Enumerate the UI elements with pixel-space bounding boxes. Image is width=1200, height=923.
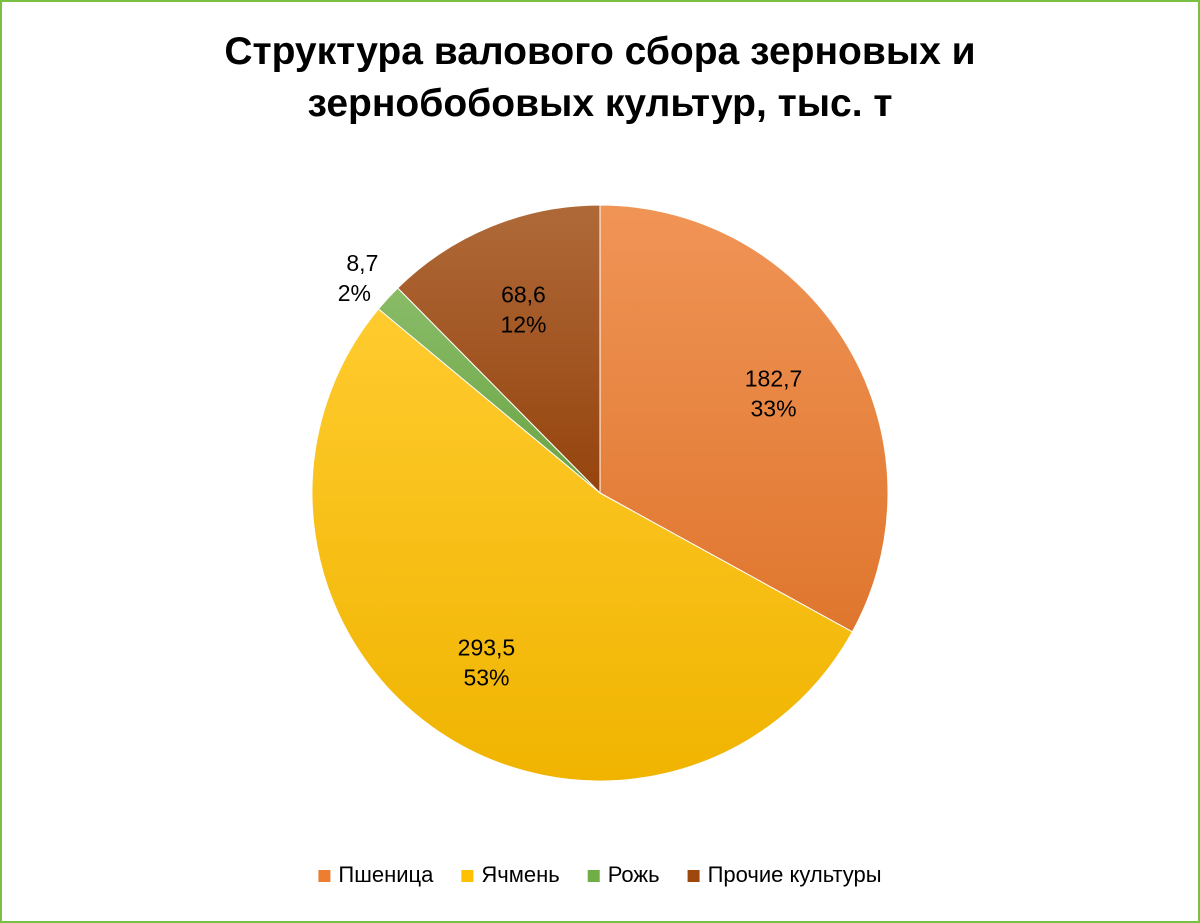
legend-label-2: Рожь (608, 862, 660, 887)
legend-label-0: Пшеница (338, 862, 434, 887)
pie-slice-3 (397, 204, 601, 495)
data-label-value-2: 8,7 (346, 250, 378, 276)
legend: Пшеница Ячмень Рожь Прочие культуры (318, 862, 882, 887)
legend-swatch-3 (687, 870, 700, 882)
data-labels: 182,7 33% 293,5 53% 8,7 2% 68,6 12% (338, 250, 803, 691)
data-label-percent-3: 12% (500, 311, 546, 337)
pie-slices (311, 204, 889, 782)
legend-label-1: Ячмень (481, 862, 559, 887)
data-label-percent-2: 2% (338, 280, 371, 306)
data-label-value-1: 293,5 (458, 635, 516, 661)
pie-slice-1 (311, 308, 853, 782)
data-label-percent-0: 33% (751, 395, 797, 421)
legend-swatch-1 (461, 870, 474, 882)
legend-swatch-0 (318, 870, 331, 882)
chart-title-line-2: зернобобовых культур, тыс. т (307, 82, 892, 125)
data-label-value-0: 182,7 (745, 365, 803, 391)
legend-swatch-2 (587, 870, 600, 882)
chart-title-line-1: Структура валового сбора зерновых и (224, 30, 975, 73)
data-label-value-3: 68,6 (501, 281, 546, 307)
data-label-percent-1: 53% (463, 665, 509, 691)
pie-slice-0 (599, 204, 889, 633)
legend-label-3: Прочие культуры (708, 862, 882, 887)
